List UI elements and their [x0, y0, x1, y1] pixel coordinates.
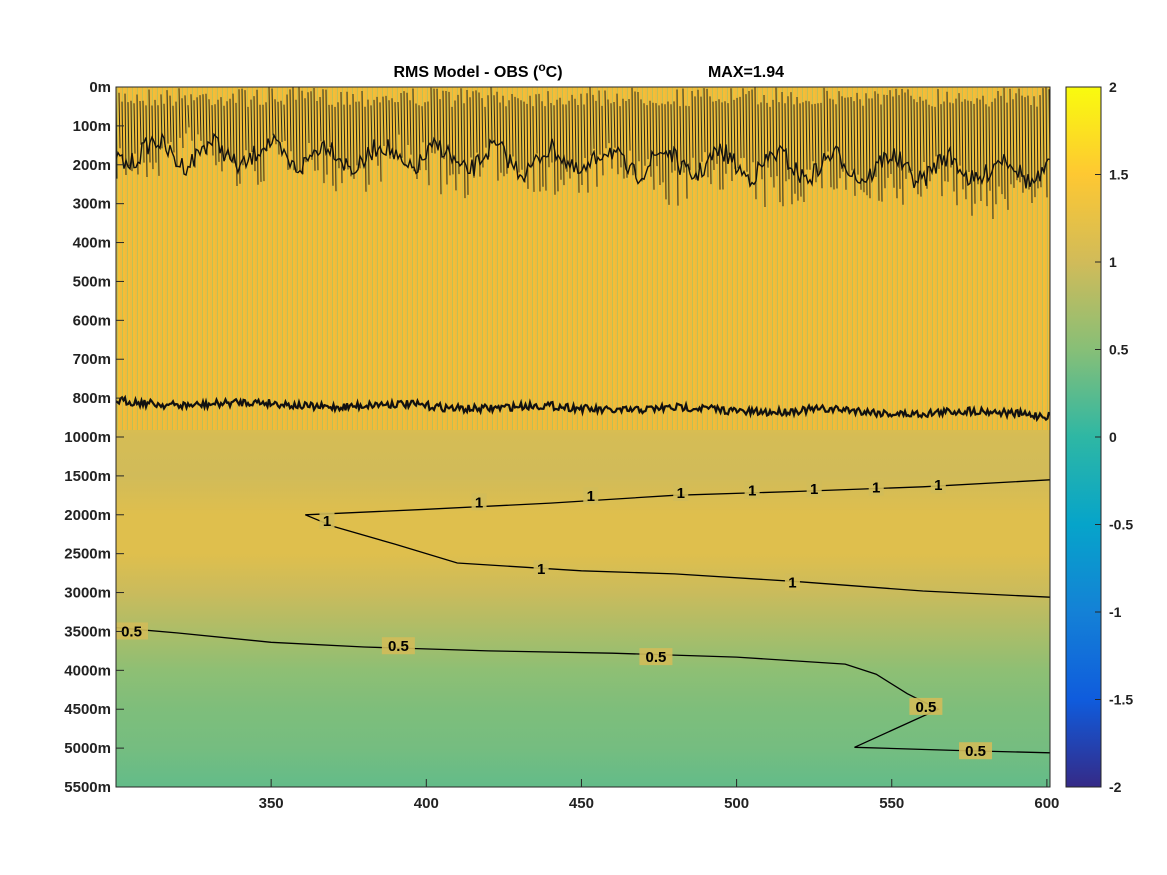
- colorbar-tick-label: 0.5: [1109, 342, 1129, 358]
- y-tick-label: 0m: [89, 79, 111, 96]
- contour-lines: 1 1 1 1 1 1 1 1 1 1 0.5 0.5 0.5 0.5 0.5: [116, 476, 1050, 760]
- x-axis: 350 400 450 500 550 600: [259, 779, 1059, 812]
- y-tick-label: 600m: [73, 312, 111, 329]
- x-tick-label: 500: [724, 795, 749, 812]
- contour-label: 0.5: [645, 649, 666, 666]
- y-tick-label: 200m: [73, 157, 111, 174]
- contour-label-bg: [673, 484, 689, 501]
- y-tick-label: 3000m: [64, 585, 111, 602]
- contour-label: 1: [587, 488, 595, 505]
- colorbar-tick-label: 2: [1109, 79, 1117, 95]
- x-tick-label: 450: [569, 795, 594, 812]
- y-tick-label: 2000m: [64, 507, 111, 524]
- y-tick-label: 4000m: [64, 662, 111, 679]
- y-tick-label: 5000m: [64, 740, 111, 757]
- colorbar-tick-label: -1.5: [1109, 692, 1133, 708]
- colorbar-tick-label: -1: [1109, 604, 1122, 620]
- x-tick-label: 350: [259, 795, 284, 812]
- contour-label-bg: [533, 560, 549, 578]
- contour-label: 0.5: [121, 623, 142, 640]
- contour-label-bg: [639, 648, 673, 666]
- contour-label: 1: [475, 494, 483, 511]
- y-tick-label: 5500m: [64, 779, 111, 796]
- x-tick-label: 600: [1034, 795, 1059, 812]
- contour-label: 1: [872, 480, 880, 497]
- y-axis: 0m 100m 200m 300m 400m 500m 600m 700m 800m 1000m 1…: [64, 79, 124, 796]
- x-tick-label: 400: [414, 795, 439, 812]
- noisy-contours: [116, 87, 1050, 423]
- y-tick-label: 1000m: [64, 429, 111, 446]
- deep-noise-contour: [116, 394, 1050, 423]
- contour-label: 0.5: [388, 638, 409, 655]
- y-tick-label: 1500m: [64, 468, 111, 485]
- contour-label-bg: [319, 512, 335, 529]
- contour-label: 1: [323, 513, 331, 530]
- contour-label-bg: [116, 622, 149, 640]
- y-tick-label: 100m: [73, 118, 111, 135]
- contour-label-bg: [471, 493, 487, 511]
- colorbar-ticks: 2 1.5 1 0.5 0 -0.5 -1 -1.5 -2: [1095, 79, 1133, 795]
- y-tick-label: 500m: [73, 273, 111, 290]
- y-tick-label: 800m: [73, 390, 111, 407]
- contour-label: 0.5: [965, 743, 986, 760]
- contour-label-bg: [930, 476, 946, 494]
- contour-label: 1: [748, 483, 756, 500]
- y-tick-label: 400m: [73, 235, 111, 252]
- contour-line-0.5: [116, 626, 1050, 754]
- contour-label: 1: [934, 477, 942, 494]
- contour-label: 1: [537, 561, 545, 578]
- contour-label-bg: [868, 478, 884, 496]
- contour-label-bg: [806, 480, 822, 498]
- y-tick-label: 3500m: [64, 623, 111, 640]
- colorbar-tick-label: 0: [1109, 429, 1117, 445]
- contour-label-bg: [381, 637, 415, 655]
- max-label: MAX=1.94: [708, 64, 784, 81]
- y-tick-label: 2500m: [64, 546, 111, 563]
- contour-label-bg: [909, 697, 943, 715]
- upper-stripe-texture: [116, 87, 1050, 430]
- colorbar-tick-label: -2: [1109, 779, 1122, 795]
- contour-label: 1: [810, 481, 818, 498]
- contour-label: 0.5: [915, 699, 936, 716]
- y-tick-label: 4500m: [64, 701, 111, 718]
- x-tick-label: 550: [879, 795, 904, 812]
- contour-label-bg: [583, 487, 599, 505]
- plot-area: 1 1 1 1 1 1 1 1 1 1 0.5 0.5 0.5 0.5 0.5: [116, 87, 1050, 787]
- y-tick-label: 300m: [73, 196, 111, 213]
- contour-label-bg: [784, 573, 800, 591]
- colorbar-tick-label: 1.5: [1109, 167, 1129, 183]
- contour-label-bg: [959, 742, 993, 760]
- shallow-contour-line: [116, 131, 1050, 189]
- contour-label: 1: [788, 574, 796, 591]
- colorbar-tick-label: 1: [1109, 254, 1117, 270]
- contour-label-bg: [744, 481, 760, 499]
- colorbar-tick-label: -0.5: [1109, 517, 1133, 533]
- chart-title: RMS Model - OBS (oC): [393, 60, 562, 81]
- y-tick-label: 700m: [73, 351, 111, 368]
- contour-label: 1: [677, 485, 685, 502]
